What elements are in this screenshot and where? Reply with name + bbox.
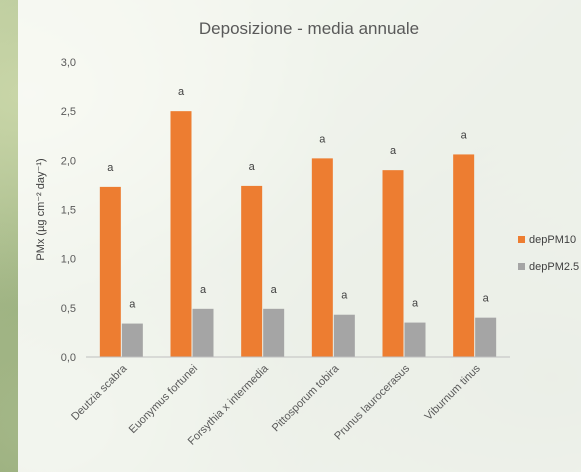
- y-tick-label: 3,0: [61, 57, 76, 69]
- bar-deppm25-6: [475, 317, 497, 357]
- bar-deppm25-4: [333, 314, 355, 357]
- legend-label: depPM10: [529, 234, 576, 246]
- bar-chart: Deposizione - media annuale PMx (µg cm⁻²…: [35, 19, 579, 448]
- bar-deppm10-6: [453, 154, 475, 357]
- bar-deppm10-4: [311, 158, 333, 357]
- significance-label: a: [271, 284, 278, 296]
- y-tick-label: 1,0: [61, 254, 76, 266]
- bar-deppm25-3: [263, 308, 285, 357]
- y-tick-label: 1,5: [61, 205, 76, 217]
- significance-label: a: [483, 293, 490, 305]
- significance-label: a: [412, 298, 419, 310]
- y-tick-label: 0,0: [61, 352, 76, 364]
- legend-label: depPM2.5: [529, 261, 579, 273]
- y-tick-label: 0,5: [61, 303, 76, 315]
- significance-label: a: [129, 299, 136, 311]
- bar-deppm10-2: [170, 111, 192, 358]
- significance-label: a: [319, 133, 326, 145]
- significance-label: a: [107, 162, 114, 174]
- x-tick-label: Viburnum tinus: [423, 362, 484, 423]
- bar-deppm25-2: [192, 308, 214, 357]
- significance-label: a: [390, 145, 397, 157]
- chart-title: Deposizione - media annuale: [199, 19, 419, 38]
- bars: a a a a a a a a a a a a: [99, 86, 497, 358]
- significance-label: a: [178, 86, 185, 98]
- x-tick-label: Deutzia scabra: [69, 362, 130, 423]
- x-tick-label: Forsythia x intermedia: [186, 362, 272, 448]
- bar-deppm25-1: [121, 323, 143, 357]
- legend-swatch: [518, 236, 525, 243]
- y-tick-label: 2,5: [61, 106, 76, 118]
- y-axis-ticks: 0,0 0,5 1,0 1,5 2,0 2,5 3,0: [61, 57, 76, 364]
- significance-label: a: [341, 290, 348, 302]
- bar-deppm10-3: [241, 185, 263, 357]
- legend-swatch: [518, 263, 525, 270]
- x-tick-label: Pittosporum tobira: [270, 362, 342, 434]
- bar-deppm10-5: [382, 170, 404, 357]
- y-axis-label: PMx (µg cm⁻² day⁻¹): [35, 158, 47, 260]
- bar-deppm10-1: [99, 186, 121, 357]
- x-tick-label: Euonymus fortunei: [127, 363, 200, 436]
- bar-deppm25-5: [404, 322, 426, 357]
- significance-label: a: [461, 129, 468, 141]
- significance-label: a: [200, 284, 207, 296]
- chart-panel: Deposizione - media annuale PMx (µg cm⁻²…: [18, 0, 581, 472]
- significance-label: a: [249, 161, 256, 173]
- x-tick-label: Prunus laurocerasus: [332, 362, 412, 442]
- y-tick-label: 2,0: [61, 155, 76, 167]
- legend: depPM10 depPM2.5: [518, 234, 579, 273]
